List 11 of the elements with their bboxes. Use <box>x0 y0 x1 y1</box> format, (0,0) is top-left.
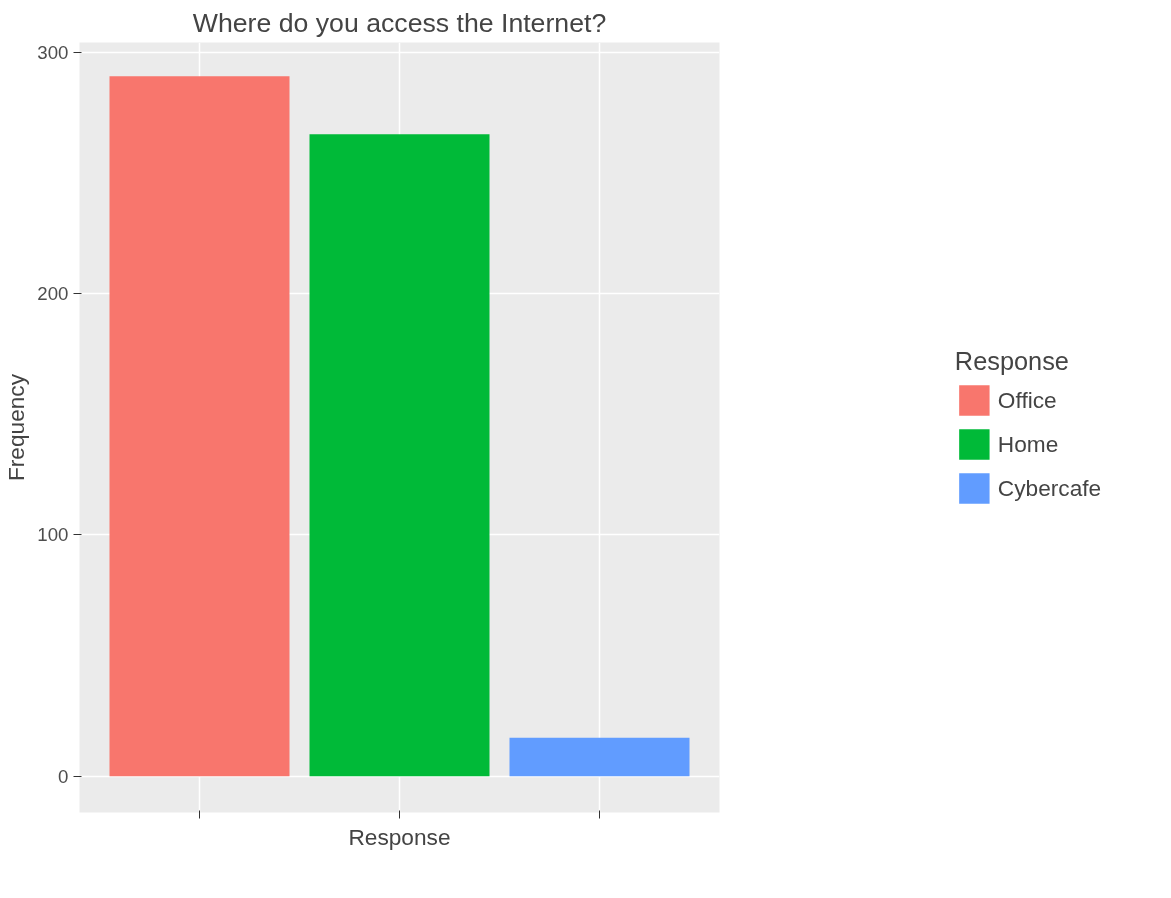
y-tick-label: 200 <box>37 283 69 305</box>
legend-label: Cybercafe <box>997 474 1102 502</box>
legend-label: Home <box>997 430 1059 458</box>
legend-title: Response <box>954 347 1070 376</box>
legend-label: Office <box>997 386 1057 414</box>
y-tick-label: 0 <box>58 765 69 787</box>
y-tick-label: 100 <box>37 524 69 546</box>
chart-title: Where do you access the Internet? <box>192 7 607 38</box>
x-axis-title: Response <box>348 823 451 850</box>
y-tick-label: 300 <box>37 41 69 63</box>
y-axis-title: Frequency <box>3 373 30 482</box>
